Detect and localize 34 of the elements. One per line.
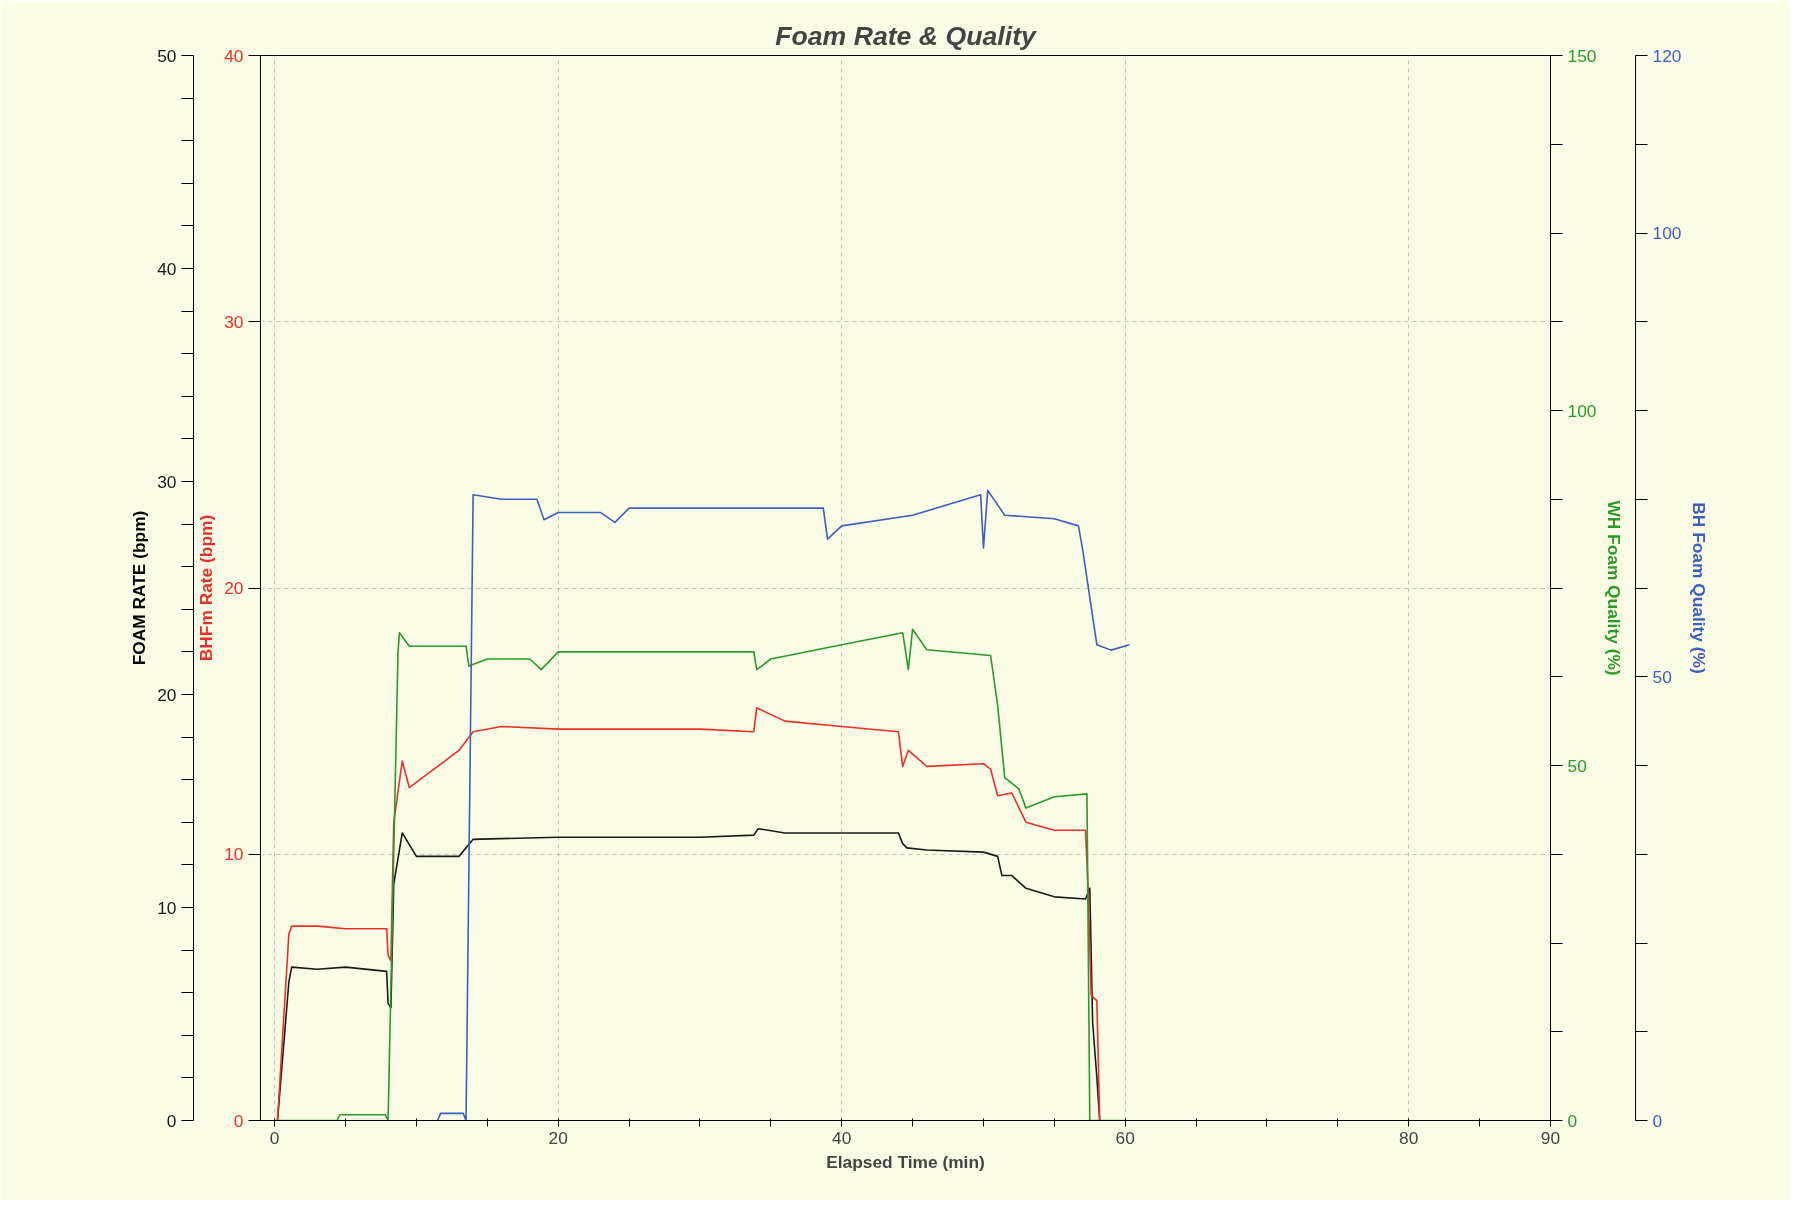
y2-tick-label: 40 (157, 258, 177, 279)
y-tick-label: 40 (224, 45, 244, 66)
y3-axis-title: WH Foam Quality (%) (1604, 500, 1625, 676)
x-tick-label: 20 (548, 1127, 568, 1148)
line-series (276, 827, 1101, 1121)
y-tick-label: 0 (1652, 1110, 1663, 1131)
y-tick-label: 100 (1652, 223, 1682, 243)
y3-tick-label: 50 (1567, 755, 1587, 776)
line-series (276, 707, 1101, 1121)
x-tick-label: 0 (269, 1127, 280, 1148)
y-tick-label: 50 (1652, 666, 1672, 687)
y2-tick-label: 50 (157, 45, 177, 66)
y2-axis-title: FOAM RATE (bpm) (129, 510, 150, 666)
y2-tick-label: 10 (157, 897, 177, 918)
y3-tick-label: 150 (1567, 45, 1597, 66)
x-tick-label: 80 (1399, 1127, 1419, 1148)
x-tick-label: 90 (1540, 1127, 1561, 1148)
y-tick-label: 120 (1652, 45, 1682, 66)
y3-tick-label: 100 (1567, 400, 1597, 421)
chart-title: Foam Rate & Quality (775, 20, 1038, 51)
y2-tick-label: 20 (157, 684, 177, 705)
y2-tick-label: 30 (157, 471, 177, 492)
line-series (436, 489, 1131, 1121)
y-axis-title: BHFm Rate (bpm) (196, 514, 217, 662)
y2-tick-label: 0 (166, 1110, 177, 1131)
y-tick-label: 0 (233, 1110, 244, 1131)
x-axis-title: Elapsed Time (min) (826, 1151, 985, 1172)
y3-tick-label: 0 (1567, 1110, 1578, 1131)
x-tick-label: 40 (832, 1127, 852, 1148)
y-tick-label: 20 (224, 578, 244, 598)
y-axis-title: BH Foam Quality (%) (1689, 502, 1710, 674)
y-tick-label: 10 (224, 844, 244, 865)
x-tick-label: 60 (1115, 1127, 1135, 1148)
y-tick-label: 30 (224, 311, 244, 332)
